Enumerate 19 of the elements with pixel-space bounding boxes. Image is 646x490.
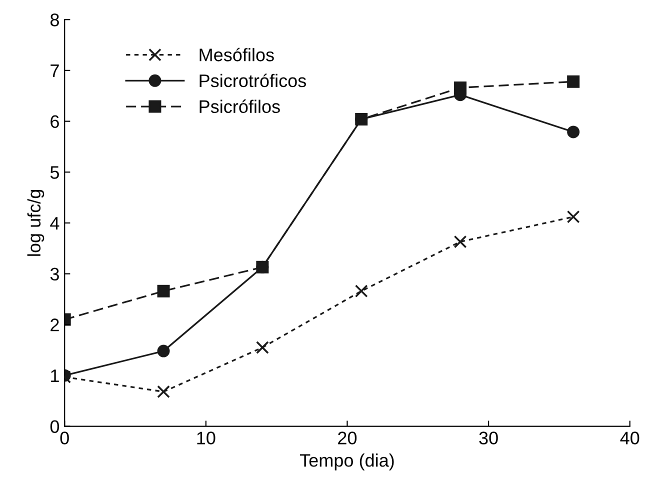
y-axis-title: log ufc/g [27, 190, 44, 256]
x-tick-label: 20 [338, 432, 357, 444]
x-tick-label: 40 [620, 432, 640, 444]
legend-label: Psicrotróficos [200, 74, 306, 88]
y-tick-label: 0 [50, 420, 60, 434]
y-tick-label: 7 [50, 64, 59, 77]
y-tick-label: 8 [50, 14, 59, 26]
y-tick-label: 1 [51, 370, 59, 382]
y-tick-label: 6 [50, 115, 59, 128]
y-tick-label: 2 [50, 318, 59, 332]
x-tick-label: 0 [60, 432, 69, 444]
y-tick-label: 4 [50, 217, 60, 230]
x-tick-label: 30 [479, 432, 498, 444]
legend-label: Psicrófilos [200, 100, 280, 114]
legend-label: Mesófilos [200, 48, 274, 62]
x-axis-title: Tempo (dia) [300, 454, 394, 470]
y-tick-label: 3 [50, 268, 59, 281]
x-tick-label: 10 [197, 432, 216, 444]
y-tick-label: 5 [50, 166, 59, 179]
